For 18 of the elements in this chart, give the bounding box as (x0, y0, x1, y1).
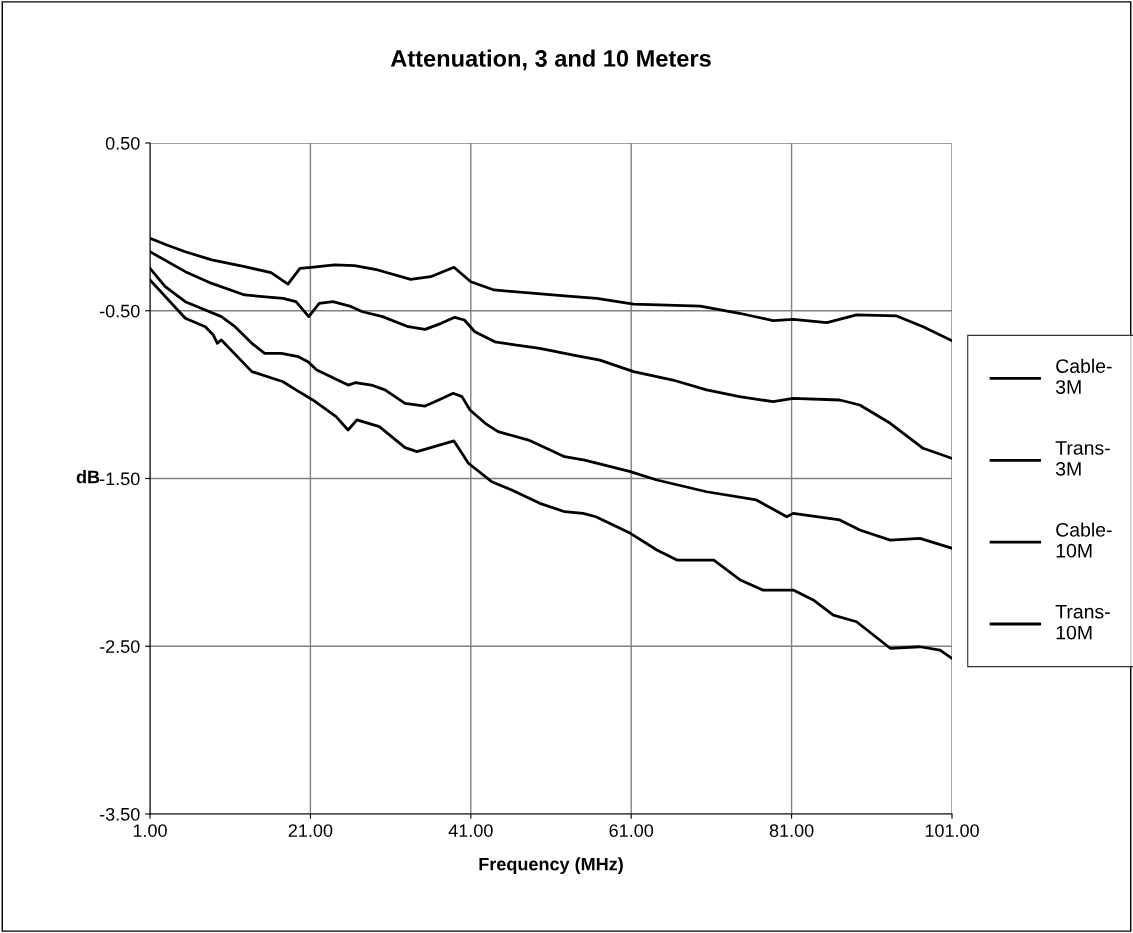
x-tick-label: 41.00 (448, 824, 493, 837)
y-tick-label: -2.50 (99, 640, 140, 653)
y-tick-label: -3.50 (99, 807, 140, 821)
chart-title: Attenuation, 3 and 10 Meters (390, 49, 711, 71)
legend-label: Cable-10M (1056, 522, 1112, 558)
y-tick-label: -0.50 (99, 304, 140, 318)
legend-label: Trans-3M (1055, 441, 1110, 476)
legend-label: Trans-10M (1055, 604, 1110, 640)
x-tick-label: 21.00 (288, 824, 333, 837)
x-tick-label: 81.00 (769, 824, 814, 837)
x-tick-label: 1.00 (133, 824, 167, 837)
x-tick-label: 61.00 (609, 824, 654, 837)
legend-label: Cable-3M (1055, 358, 1112, 394)
x-axis-title: Frequency (MHz) (479, 857, 623, 875)
y-tick-label: 0.50 (105, 136, 140, 150)
y-tick-label: -1.50 (99, 472, 140, 486)
x-tick-label: 101.00 (925, 824, 979, 837)
y-axis-title: dB (76, 470, 100, 484)
